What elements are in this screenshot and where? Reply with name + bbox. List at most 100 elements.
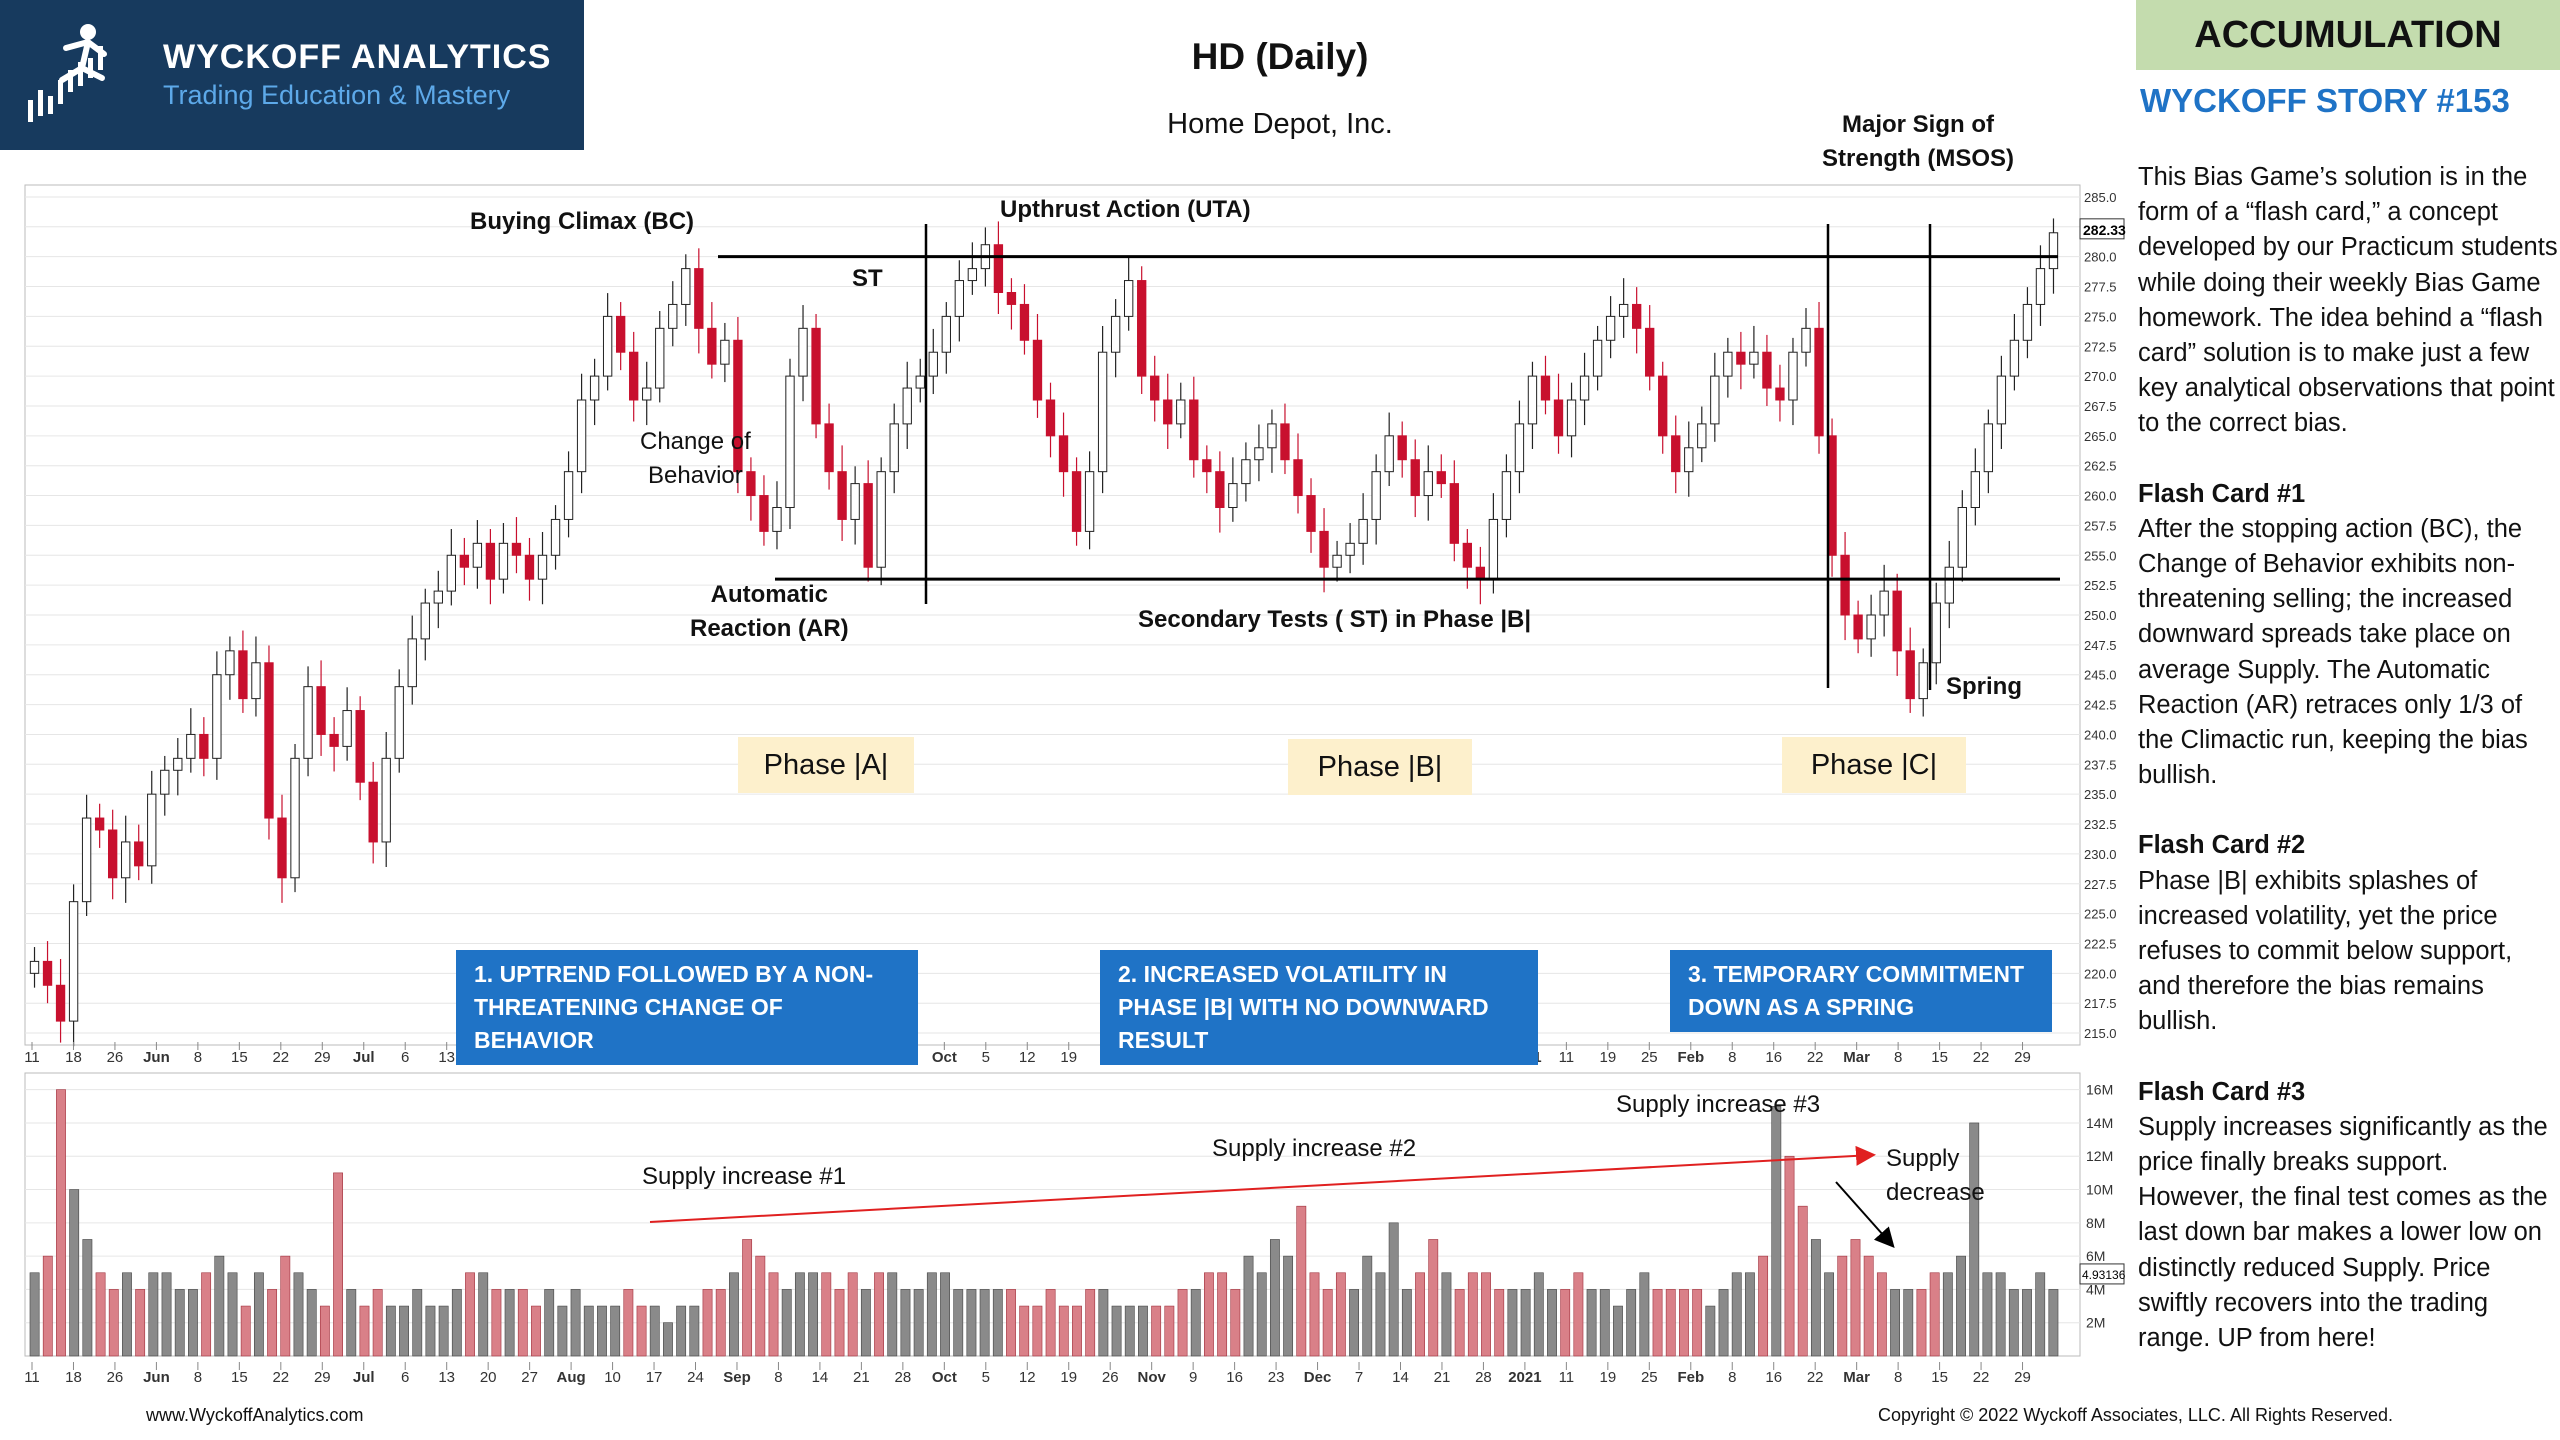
x-tick-label: Jul [353, 1049, 375, 1066]
volume-bar [808, 1272, 819, 1357]
chart-subtitle: Home Depot, Inc. [1167, 108, 1393, 140]
candle-body [615, 315, 626, 353]
phase-a-box: Phase |A| [738, 737, 914, 793]
candle-body [277, 817, 287, 879]
x-tick-label: 16 [1226, 1369, 1243, 1386]
x-tick-label: 6 [401, 1369, 409, 1386]
candle-body [1019, 303, 1030, 341]
candle-body [498, 542, 509, 580]
volume-bar [56, 1089, 66, 1357]
candle-body [1631, 303, 1642, 329]
candle-body [1879, 590, 1889, 616]
volume-bar [29, 1272, 40, 1357]
x-tick-label: 18 [65, 1369, 82, 1386]
volume-bar [1269, 1239, 1280, 1357]
x-tick-label: 25 [1641, 1049, 1658, 1066]
price-tick-label: 232.5 [2084, 817, 2117, 832]
candle-body [485, 542, 496, 580]
flash-card-2: Flash Card #2 Phase |B| exhibits splashe… [2138, 828, 2558, 1039]
candle-body [290, 757, 300, 879]
volume-bar [1560, 1289, 1571, 1357]
volume-bar [1507, 1289, 1518, 1357]
supply-increase-3-label: Supply increase #3 [1616, 1091, 1821, 1118]
candle-body [1527, 375, 1538, 425]
volume-bar [425, 1305, 436, 1357]
candle-body [1618, 303, 1629, 317]
candle-body [720, 339, 730, 365]
price-tick-label: 217.5 [2084, 996, 2117, 1011]
footer-url[interactable]: www.WyckoffAnalytics.com [146, 1405, 364, 1425]
volume-bar [1810, 1239, 1821, 1357]
logo-runner-icon [28, 24, 107, 122]
volume-bar [1876, 1272, 1887, 1357]
x-tick-label: 19 [1060, 1049, 1077, 1066]
candle-body [642, 387, 652, 401]
volume-bar [900, 1289, 911, 1357]
candle-body [433, 590, 443, 604]
candle-body [1215, 471, 1225, 508]
last-volume-tag [2079, 1263, 2125, 1285]
volume-bar [465, 1272, 475, 1357]
volume-bar [1718, 1289, 1729, 1357]
volume-bar [1613, 1305, 1623, 1357]
sidebar-text: This Bias Game’s solution is in the form… [2138, 160, 2558, 1391]
volume-bar [1679, 1289, 1689, 1357]
volume-bar [1072, 1305, 1082, 1357]
price-tick-label: 242.5 [2084, 698, 2117, 713]
price-tick-label: 227.5 [2084, 877, 2117, 892]
candle-body [1045, 399, 1056, 437]
candle-body [186, 733, 196, 759]
x-tick-label: 12 [1019, 1369, 1036, 1386]
candle-body [1840, 554, 1850, 616]
x-tick-label: 29 [2014, 1049, 2031, 1066]
candle-body [1306, 495, 1316, 532]
candle-body [1332, 554, 1342, 568]
candle-body [329, 733, 339, 747]
volume-bar [1929, 1272, 1940, 1357]
x-tick-label: 11 [24, 1369, 40, 1386]
candle-body [954, 280, 965, 317]
candle-body [1058, 435, 1069, 473]
candle-body [81, 817, 92, 903]
volume-bar [1124, 1305, 1135, 1357]
x-tick-label: 15 [231, 1049, 248, 1066]
volume-bar [1942, 1272, 1953, 1357]
candle-body [563, 471, 574, 520]
volume-bar [1283, 1255, 1294, 1357]
x-tick-label: 22 [1807, 1049, 1824, 1066]
volume-bar [1520, 1289, 1531, 1357]
candle-body [941, 315, 951, 353]
price-tick-label: 252.5 [2084, 578, 2117, 593]
supply-increase-1-label: Supply increase #1 [642, 1163, 847, 1190]
range-lines [718, 224, 2060, 690]
volume-bar [583, 1305, 594, 1357]
price-tick-label: 270.0 [2084, 369, 2117, 384]
volume-bar [1138, 1305, 1148, 1357]
volume-bar [333, 1172, 343, 1357]
candle-body [1097, 351, 1108, 473]
candle-body [1970, 471, 1981, 508]
volume-bar [372, 1289, 383, 1357]
candle-body [850, 483, 860, 520]
x-tick-label: Oct [932, 1049, 957, 1066]
candle-body [1267, 423, 1277, 449]
volume-bar [306, 1289, 317, 1357]
volume-bar [979, 1289, 990, 1357]
x-tick-label: 10 [604, 1369, 621, 1386]
volume-bar [1797, 1205, 1808, 1357]
candle-body [1228, 483, 1238, 509]
observation-box-3: 3. TEMPORARY COMMITMENT DOWN AS A SPRING [1670, 950, 2052, 1032]
volume-bar [214, 1255, 225, 1357]
supply-trend-arrow [649, 1145, 1876, 1223]
price-tick-label: 280.0 [2084, 250, 2117, 265]
volume-bar [478, 1272, 489, 1357]
candle-body [967, 268, 978, 282]
volume-bar [95, 1272, 106, 1357]
candle-body [134, 841, 144, 867]
candle-body [1905, 650, 1915, 700]
candle-body [55, 984, 66, 1022]
phase-c-box: Phase |C| [1782, 737, 1966, 793]
candle-body [1110, 315, 1121, 353]
last-price-value: 282.33 [2083, 222, 2126, 238]
candle-body [1410, 459, 1420, 497]
